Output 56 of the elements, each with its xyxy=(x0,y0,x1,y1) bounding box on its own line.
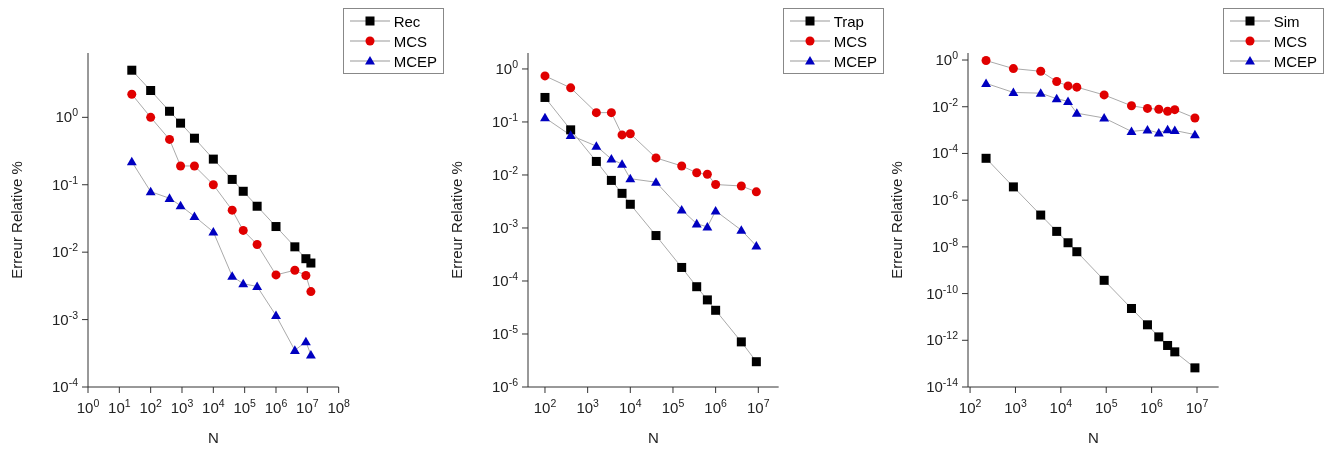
x-tick-label: 10$^{6}$ xyxy=(264,397,288,416)
y-tick-label: 10$^{-2}$ xyxy=(491,163,519,183)
y-tick-label: 10$^{-14}$ xyxy=(926,376,959,395)
x-tick-label: 10$^{3}$ xyxy=(1004,397,1027,416)
y-tick-label: 10$^{0}$ xyxy=(55,106,79,126)
x-tick-label: 10$^{7}$ xyxy=(747,397,770,416)
x-tick-label: 10$^{2}$ xyxy=(533,397,557,416)
legend-label: MCEP xyxy=(833,52,877,70)
legend-label: Trap xyxy=(833,12,864,30)
y-tick-label: 10$^{-4}$ xyxy=(931,142,959,162)
x-tick-label: 10$^{1}$ xyxy=(108,397,131,416)
x-tick-label: 10$^{2}$ xyxy=(139,397,163,416)
y-tick-label: 10$^{-1}$ xyxy=(491,110,519,130)
x-tick-label: 10$^{4}$ xyxy=(619,397,642,416)
y-tick-label: 10$^{0}$ xyxy=(935,49,959,69)
y-axis-title: Erreur Relative % xyxy=(888,161,905,279)
x-tick-label: 10$^{7}$ xyxy=(296,397,319,416)
x-tick-label: 10$^{5}$ xyxy=(661,397,685,416)
legend-label: MCS xyxy=(393,32,427,50)
legend-label: MCEP xyxy=(393,52,437,70)
y-tick-label: 10$^{-6}$ xyxy=(931,189,959,209)
x-tick-label: 10$^{2}$ xyxy=(958,397,982,416)
x-tick-label: 10$^{4}$ xyxy=(1049,397,1073,416)
y-tick-label: 10$^{-2}$ xyxy=(931,95,959,115)
y-axis-title: Erreur Relative % xyxy=(8,161,25,279)
legend-label: MCEP xyxy=(1273,52,1317,70)
x-axis-title: N xyxy=(1087,429,1099,446)
x-tick-label: 10$^{7}$ xyxy=(1185,397,1209,416)
x-tick-label: 10$^{5}$ xyxy=(233,397,257,416)
legend-label: MCS xyxy=(1273,32,1307,50)
x-tick-label: 10$^{3}$ xyxy=(170,397,194,416)
x-tick-label: 10$^{8}$ xyxy=(327,397,351,416)
y-tick-label: 10$^{-4}$ xyxy=(491,269,519,289)
x-tick-label: 10$^{6}$ xyxy=(704,397,728,416)
y-tick-label: 10$^{-12}$ xyxy=(926,329,959,349)
legend-label: MCS xyxy=(833,32,867,50)
y-axis-title: Erreur Relative % xyxy=(448,161,465,279)
y-tick-label: 10$^{-8}$ xyxy=(931,235,959,255)
y-tick-label: 10$^{-5}$ xyxy=(491,322,519,342)
y-tick-label: 10$^{-6}$ xyxy=(491,376,519,395)
y-tick-label: 10$^{-3}$ xyxy=(491,216,519,236)
legend-label: Rec xyxy=(393,12,421,30)
x-tick-label: 10$^{0}$ xyxy=(76,397,100,416)
y-tick-label: 10$^{-4}$ xyxy=(51,376,79,395)
x-axis-title: N xyxy=(207,429,219,446)
x-tick-label: 10$^{4}$ xyxy=(202,397,225,416)
x-axis-title: N xyxy=(647,429,659,446)
y-tick-label: 10$^{-3}$ xyxy=(51,308,79,328)
y-tick-label: 10$^{0}$ xyxy=(495,57,519,77)
x-tick-label: 10$^{6}$ xyxy=(1140,397,1164,416)
legend-label: Sim xyxy=(1273,12,1300,30)
x-tick-label: 10$^{3}$ xyxy=(576,397,600,416)
y-tick-label: 10$^{-10}$ xyxy=(926,282,959,302)
y-tick-label: 10$^{-2}$ xyxy=(51,241,79,261)
y-tick-label: 10$^{-1}$ xyxy=(51,173,79,193)
x-tick-label: 10$^{5}$ xyxy=(1094,397,1118,416)
